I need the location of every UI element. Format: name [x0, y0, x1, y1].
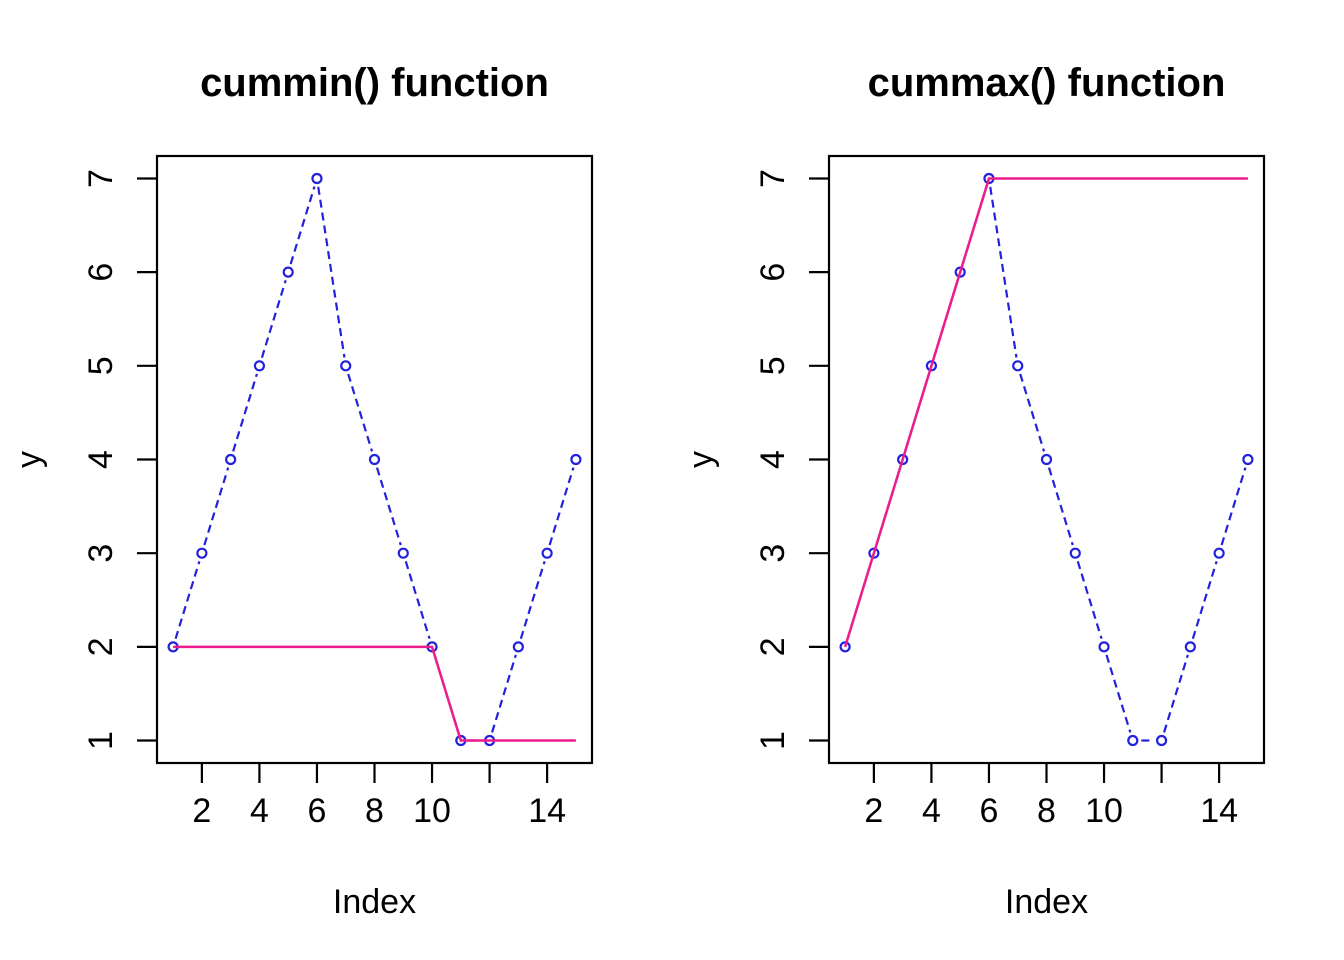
data-series-segment: [1220, 467, 1247, 546]
x-tick-label: 4: [922, 792, 941, 830]
x-tick-label: 8: [365, 792, 384, 830]
cumulative-line: [843, 177, 1248, 648]
y-tick-label: 5: [82, 356, 120, 375]
data-series-segment: [1105, 654, 1132, 733]
x-tick-label: 4: [250, 792, 269, 830]
y-tick-label: 6: [82, 263, 120, 282]
data-point-marker: [1040, 453, 1053, 466]
data-point-marker: [925, 360, 938, 372]
data-point-marker: [868, 547, 880, 559]
data-series-segment: [491, 654, 517, 733]
data-point-marker: [340, 360, 352, 372]
data-point-marker: [1098, 641, 1110, 653]
x-tick-label: 2: [192, 792, 211, 830]
data-series-segment: [1076, 560, 1103, 640]
y-tick-label: 7: [754, 169, 792, 188]
data-point-marker: [1155, 734, 1168, 747]
data-point-marker: [897, 453, 909, 466]
data-series-segment: [1019, 373, 1046, 452]
data-point-marker: [512, 641, 524, 653]
y-tick-label: 5: [754, 356, 792, 375]
x-tick-label: 8: [1037, 792, 1056, 830]
data-series-segment: [548, 467, 575, 546]
x-tick-label: 14: [528, 792, 566, 830]
data-series-segment: [404, 560, 431, 640]
panel-cummin: 2 4 6 8 10 14 1 2 3 4 5 6 7 cummin() function Index y: [10, 61, 594, 921]
panel-cummax: 2 4 6 8 10 14 1 2 3 4 5 6 7 cummax() function Index y: [672, 0, 1344, 960]
data-point-marker: [225, 453, 237, 466]
data-point-marker: [1213, 547, 1225, 559]
y-tick-label: 2: [82, 637, 120, 656]
data-point-marker: [839, 641, 851, 653]
plot-border: [827, 154, 1266, 765]
data-series-segment: [347, 373, 374, 452]
y-tick-label: 3: [754, 544, 792, 563]
data-series-segment: [260, 279, 287, 359]
y-tick-label: 4: [82, 450, 120, 469]
data-point-marker: [196, 547, 208, 559]
data-point-marker: [253, 360, 266, 372]
data-series-segment: [203, 467, 230, 546]
data-point-marker: [570, 453, 582, 466]
chart-title: cummin() function: [200, 61, 549, 105]
data-series-segment: [1163, 654, 1189, 733]
x-tick-label: 14: [1200, 792, 1238, 830]
data-point-marker: [1069, 547, 1081, 559]
data-point-marker: [954, 266, 966, 278]
data-point-marker: [1012, 360, 1024, 372]
data-point-marker: [282, 266, 294, 278]
y-tick-label: 6: [754, 263, 792, 282]
data-point-marker: [541, 547, 553, 559]
y-axis-label: y: [10, 451, 48, 468]
data-series-segment: [1047, 467, 1074, 546]
data-point-marker: [368, 453, 381, 466]
data-point-marker: [397, 547, 409, 559]
y-tick-label: 7: [82, 169, 120, 188]
data-point-marker: [1242, 453, 1254, 466]
y-axis-label: y: [682, 451, 720, 468]
plot-border: [155, 154, 594, 765]
y-tick-label: 4: [754, 450, 792, 469]
y-tick-label: 1: [82, 731, 120, 750]
data-series-segment: [317, 186, 346, 358]
data-series-segment: [1191, 560, 1218, 640]
x-axis-label: Index: [1005, 883, 1088, 921]
y-tick-label: 1: [754, 731, 792, 750]
y-tick-label: 2: [754, 637, 792, 656]
data-series-segment: [989, 186, 1018, 358]
y-tick-label: 3: [82, 544, 120, 563]
data-point-marker: [1184, 641, 1196, 653]
x-tick-label: 6: [979, 792, 998, 830]
data-point-marker: [311, 172, 323, 185]
x-axis-label: Index: [333, 883, 416, 921]
chart-title: cummax() function: [868, 61, 1226, 105]
x-tick-label: 10: [1085, 792, 1123, 830]
data-series-segment: [232, 373, 258, 452]
data-series-segment: [174, 560, 201, 640]
data-series-segment: [519, 560, 546, 640]
x-tick-label: 2: [864, 792, 883, 830]
data-point-marker: [1127, 734, 1139, 747]
x-tick-label: 6: [307, 792, 326, 830]
data-series-segment: [375, 467, 402, 546]
data-series-segment: [289, 186, 316, 265]
x-tick-label: 10: [413, 792, 451, 830]
cumulative-line: [173, 645, 576, 742]
